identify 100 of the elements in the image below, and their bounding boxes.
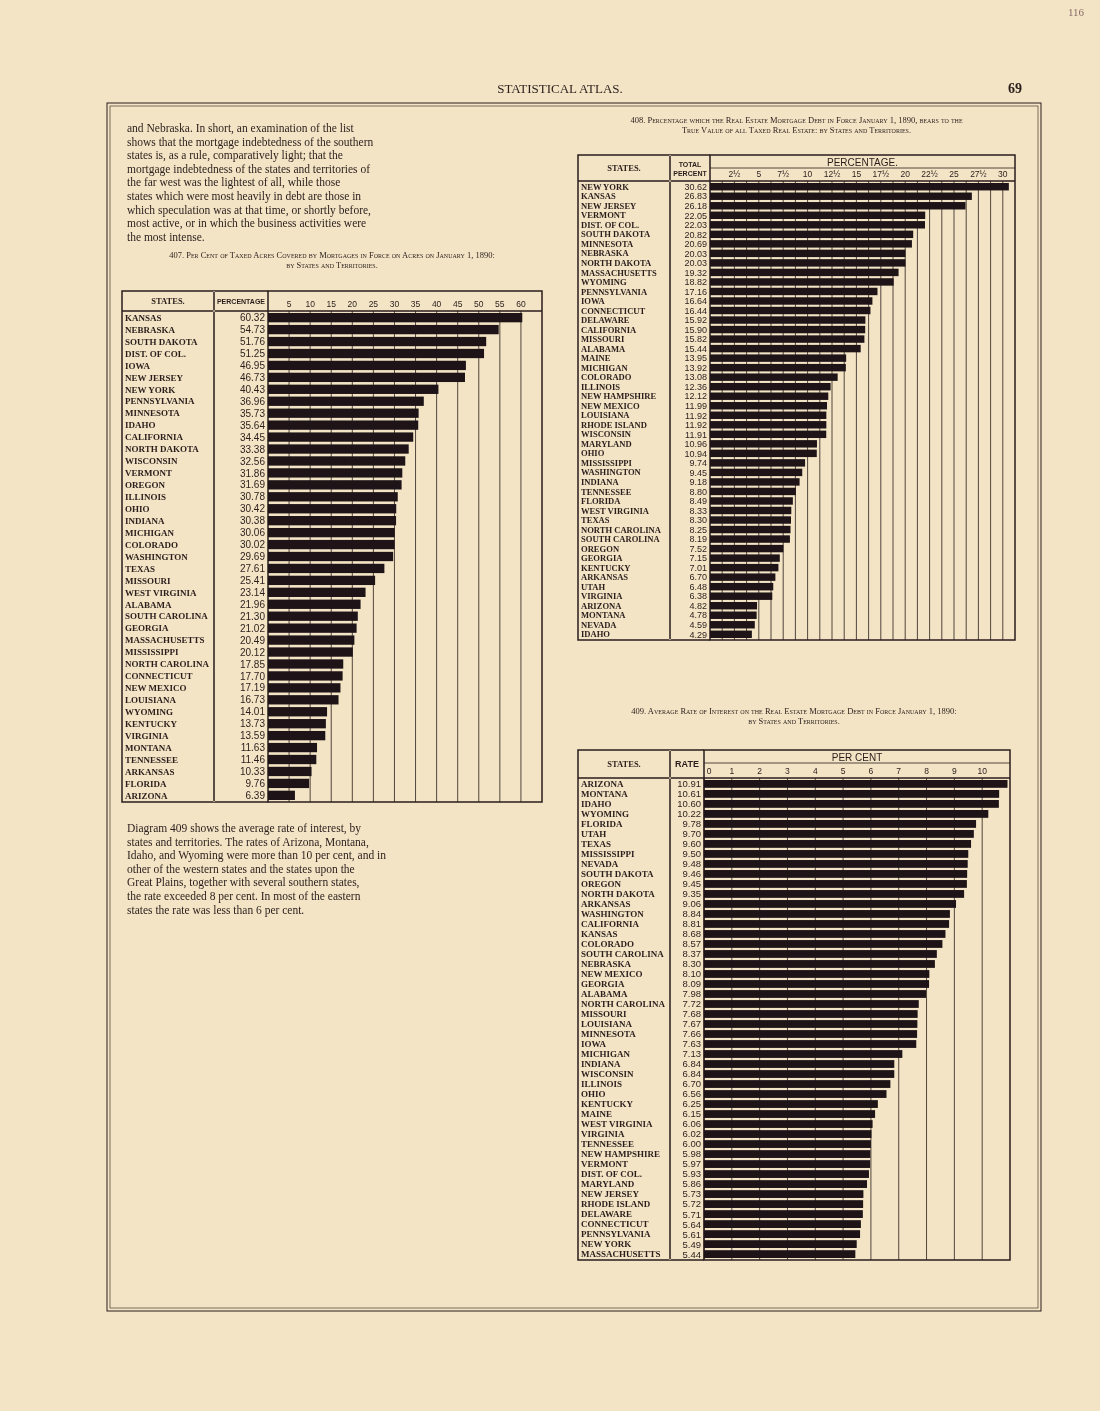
y-tick-label: PENNSYLVANIA	[125, 396, 196, 407]
y-tick-label: MAINE	[581, 1109, 612, 1120]
data-label: 46.73	[239, 371, 266, 383]
y-tick-label: PENNSYLVANIA	[581, 1229, 652, 1240]
data-label: 31.86	[239, 467, 266, 479]
y-tick-label: NEBRASKA	[581, 959, 632, 970]
y-tick-label: ARKANSAS	[125, 766, 175, 777]
data-label: 7.01	[689, 562, 707, 573]
y-axis-title: STATES.	[607, 163, 641, 173]
y-tick-label: MISSOURI	[581, 1009, 628, 1020]
y-axis-title: STATES.	[151, 296, 185, 306]
data-label: 7.72	[682, 998, 701, 1010]
data-label: 6.02	[682, 1128, 701, 1140]
data-label: 20.69	[684, 239, 707, 250]
data-label: 20.03	[684, 248, 707, 259]
data-label: 30.02	[239, 539, 266, 551]
data-label: 16.73	[239, 694, 266, 706]
y-tick-label: INDIANA	[581, 477, 620, 488]
data-label: 5.93	[682, 1168, 701, 1180]
chart-title: 409. Average Rate of Interest on the Real Estate Mortgage Debt in Force January 1, 1890: by States and Territories.	[631, 706, 957, 726]
y-tick-label: KENTUCKY	[581, 1099, 634, 1110]
data-label: 4.78	[689, 610, 707, 621]
x-tick-label: 40	[431, 299, 442, 309]
data-label: 11.91	[685, 429, 707, 440]
y-tick-label: DIST. OF COL.	[125, 348, 187, 359]
data-label: 11.46	[240, 754, 266, 766]
data-label: 15.90	[684, 324, 707, 335]
y-tick-label: KANSAS	[581, 191, 616, 202]
y-tick-label: VIRGINIA	[581, 1129, 626, 1140]
x-tick-label: 5	[756, 169, 762, 179]
y-tick-label: SOUTH DAKOTA	[125, 336, 199, 347]
data-label: 26.18	[684, 201, 707, 212]
data-label: 7.68	[682, 1008, 701, 1020]
y-tick-label: COLORADO	[581, 939, 635, 950]
x-tick-label: 7½	[777, 169, 790, 179]
x-tick-label: 50	[474, 299, 484, 309]
y-tick-label: SOUTH CAROLINA	[125, 611, 209, 622]
y-tick-label: ALABAMA	[581, 989, 628, 1000]
y-tick-label: NEBRASKA	[581, 248, 630, 259]
data-label: 10.91	[677, 778, 701, 790]
data-label: 6.00	[682, 1138, 701, 1150]
y-tick-label: KENTUCKY	[581, 562, 632, 573]
data-label: 26.83	[684, 191, 707, 202]
data-label: 4.82	[689, 600, 707, 611]
data-label: 23.14	[239, 586, 266, 598]
data-label: 9.45	[682, 878, 701, 890]
data-label: 6.48	[689, 581, 707, 592]
y-tick-label: ARKANSAS	[581, 899, 631, 910]
data-label: 22.05	[684, 210, 707, 221]
y-tick-label: ARIZONA	[125, 790, 168, 801]
data-label: 10.22	[677, 808, 701, 820]
y-tick-label: COLORADO	[581, 372, 632, 383]
y-tick-label: VIRGINIA	[125, 730, 170, 741]
data-label: 35.64	[239, 419, 266, 431]
y-tick-label: FLORIDA	[581, 819, 623, 830]
data-label: 8.09	[682, 978, 701, 990]
x-tick-label: 20	[347, 299, 358, 309]
text: STATISTICAL ATLAS.	[497, 81, 623, 96]
y-tick-label: SOUTH CAROLINA	[581, 949, 665, 960]
y-tick-label: NEW MEXICO	[581, 969, 643, 980]
y-tick-label: DIST. OF COL.	[581, 219, 640, 230]
y-tick-label: NEVADA	[581, 859, 619, 870]
data-label: 8.84	[682, 908, 701, 920]
y-tick-label: SOUTH CAROLINA	[581, 534, 661, 545]
data-label: 9.18	[689, 477, 707, 488]
data-label: 40.43	[239, 383, 266, 395]
data-label: 6.06	[682, 1118, 701, 1130]
data-label: 30.78	[239, 491, 266, 503]
x-tick-label: 3	[785, 766, 791, 776]
x-tick-label: 27½	[970, 169, 987, 179]
y-tick-label: INDIANA	[581, 1059, 621, 1070]
y-tick-label: WYOMING	[125, 706, 173, 717]
data-label: 9.45	[689, 467, 707, 478]
data-label: 9.06	[682, 898, 701, 910]
data-label: 51.25	[239, 348, 266, 360]
y-tick-label: WEST VIRGINIA	[125, 587, 197, 598]
x-tick-label: 30	[998, 169, 1008, 179]
y-tick-label: FLORIDA	[581, 496, 622, 507]
data-label: 32.56	[239, 455, 266, 467]
x-tick-label: 8	[924, 766, 930, 776]
text: RATE	[675, 759, 699, 769]
y-tick-label: TEXAS	[581, 515, 610, 526]
y-tick-label: MASSACHUSETTS	[581, 267, 657, 278]
chart-title: 408. Percentage which the Real Estate Mortgage Debt in Force January 1, 1890, bears to the True Value of all Taxed Real Estate: by States and Territories.	[630, 115, 963, 135]
data-label: 5.71	[682, 1208, 701, 1220]
x-tick-label: 0	[706, 766, 712, 776]
x-tick-label: 1	[729, 766, 735, 776]
data-label: 30.42	[239, 503, 266, 515]
y-tick-label: UTAH	[581, 581, 606, 592]
y-tick-label: OHIO	[581, 1089, 606, 1100]
data-label: 9.35	[682, 888, 701, 900]
y-tick-label: MISSOURI	[581, 334, 625, 345]
data-label: 15.44	[684, 343, 707, 354]
y-tick-label: ALABAMA	[125, 599, 172, 610]
data-label: 36.96	[239, 395, 266, 407]
data-label: 10.61	[677, 788, 701, 800]
data-label: 5.97	[682, 1158, 701, 1170]
text: 69	[1008, 81, 1022, 96]
y-tick-label: OREGON	[581, 879, 622, 890]
data-label: 9.76	[245, 778, 266, 789]
